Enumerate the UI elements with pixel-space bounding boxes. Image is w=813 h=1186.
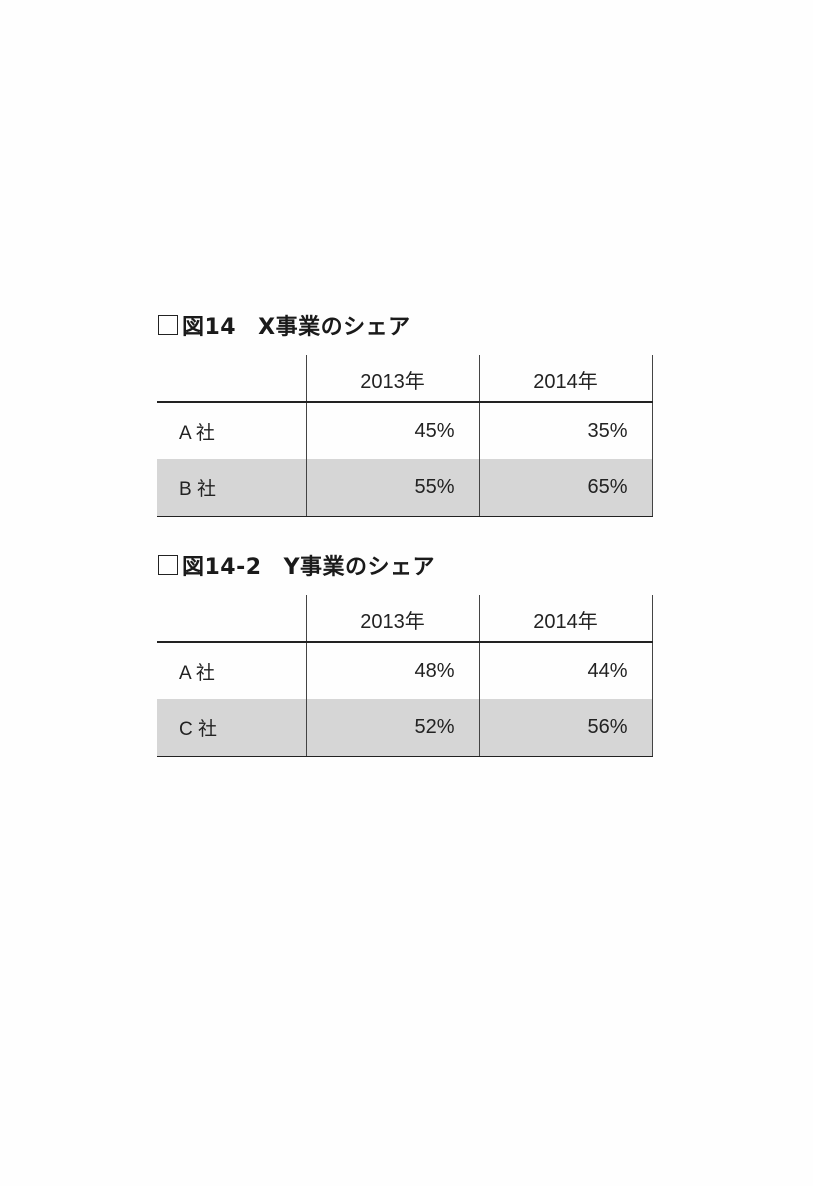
figure-number: 図14-2 (182, 555, 262, 580)
company-cell: C 社 (157, 699, 307, 757)
value-cell: 48% (306, 642, 480, 699)
figure-y-share: 図14-2 Y事業のシェア 2013年 2014年 A 社 48% 44% C … (157, 548, 653, 757)
share-table: 2013年 2014年 A 社 48% 44% C 社 52% 56% (157, 595, 653, 757)
checkbox-square-icon (158, 315, 178, 335)
header-blank-cell (157, 355, 307, 403)
checkbox-square-icon (158, 555, 178, 575)
table-row: B 社 55% 65% (157, 459, 653, 517)
share-table: 2013年 2014年 A 社 45% 35% B 社 55% 65% (157, 355, 653, 517)
value-cell: 44% (479, 642, 653, 699)
value-cell: 35% (479, 402, 653, 459)
header-year: 2014年 (479, 355, 653, 403)
figure-title: 図14-2 Y事業のシェア (158, 548, 652, 582)
value-cell: 52% (306, 699, 480, 757)
figure-caption: Y事業のシェア (283, 555, 435, 580)
value-cell: 65% (479, 459, 653, 517)
header-year: 2013年 (306, 355, 480, 403)
header-blank-cell (157, 595, 307, 643)
header-row: 2013年 2014年 (157, 595, 653, 643)
value-cell: 45% (306, 402, 480, 459)
company-cell: A 社 (157, 642, 307, 699)
figure-x-share: 図14 X事業のシェア 2013年 2014年 A 社 45% 35% B 社 … (157, 308, 653, 517)
figure-caption: X事業のシェア (258, 315, 411, 340)
table-row: A 社 48% 44% (157, 642, 653, 699)
company-cell: B 社 (157, 459, 307, 517)
figure-number: 図14 (182, 315, 237, 340)
table-row: A 社 45% 35% (157, 402, 653, 459)
value-cell: 56% (479, 699, 653, 757)
value-cell: 55% (306, 459, 480, 517)
company-cell: A 社 (157, 402, 307, 459)
header-year: 2013年 (306, 595, 480, 643)
header-year: 2014年 (479, 595, 653, 643)
figure-title: 図14 X事業のシェア (158, 308, 652, 342)
header-row: 2013年 2014年 (157, 355, 653, 403)
table-row: C 社 52% 56% (157, 699, 653, 757)
